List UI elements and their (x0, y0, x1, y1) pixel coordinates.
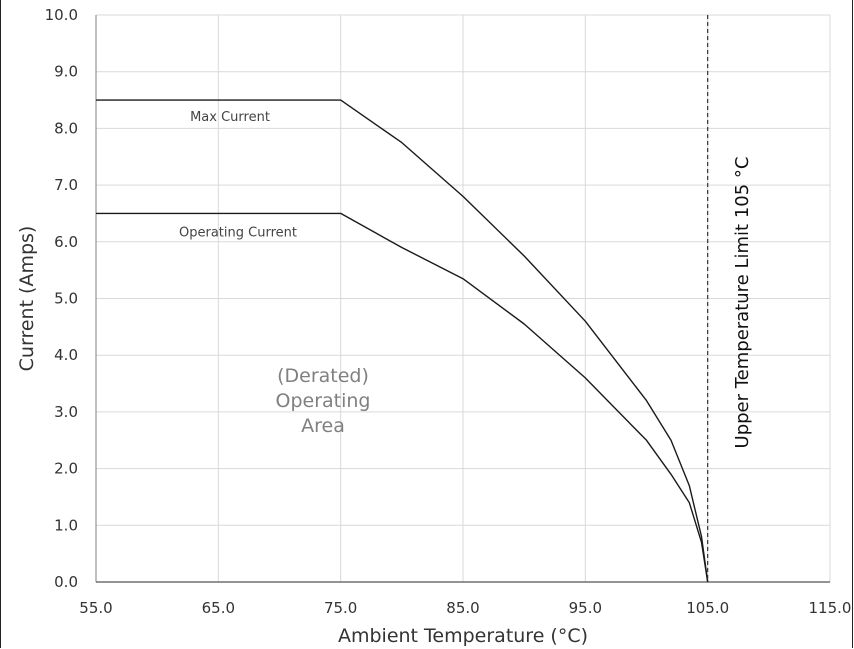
gridlines (96, 14, 831, 582)
chart-labels: Ambient Temperature (°C) Current (Amps) Ma… (16, 110, 753, 647)
y-tick-label: 5.0 (54, 290, 78, 308)
x-tick-label: 85.0 (446, 599, 479, 617)
y-tick-label: 7.0 (54, 176, 78, 194)
operating-area-label-line: (Derated) (277, 365, 369, 387)
series-label-max-current: Max Current (190, 110, 270, 125)
y-tick-label: 2.0 (54, 460, 78, 478)
y-tick-label: 3.0 (54, 403, 78, 421)
y-tick-label: 0.0 (54, 573, 78, 591)
x-tick-label: 115.0 (809, 599, 852, 617)
x-tick-label: 95.0 (569, 599, 602, 617)
operating-area-label-line: Operating (276, 390, 371, 412)
series-lines (96, 15, 709, 583)
operating-area-label-line: Area (301, 415, 345, 437)
series-label-operating-current: Operating Current (179, 225, 297, 240)
y-tick-label: 4.0 (54, 346, 78, 364)
y-tick-label: 8.0 (54, 119, 78, 137)
upper-limit-label: Upper Temperature Limit 105 °C (732, 157, 753, 449)
x-tick-label: 65.0 (202, 599, 235, 617)
y-tick-label: 1.0 (54, 516, 78, 534)
y-axis-title: Current (Amps) (16, 226, 38, 372)
y-tick-label: 9.0 (54, 63, 78, 81)
y-tick-label: 6.0 (54, 233, 78, 251)
x-tick-label: 105.0 (686, 599, 729, 617)
series-line-operating-current (96, 212, 709, 583)
x-tick-label: 75.0 (324, 599, 357, 617)
y-tick-label: 10.0 (45, 6, 78, 24)
x-tick-label: 55.0 (79, 599, 112, 617)
tick-labels: 0.0 1.0 2.0 3.0 4.0 5.0 6.0 7.0 8.0 9.0 10.0 55.0 65… (45, 6, 852, 617)
series-line-max-current (96, 99, 709, 583)
x-axis-title: Ambient Temperature (°C) (338, 625, 588, 647)
